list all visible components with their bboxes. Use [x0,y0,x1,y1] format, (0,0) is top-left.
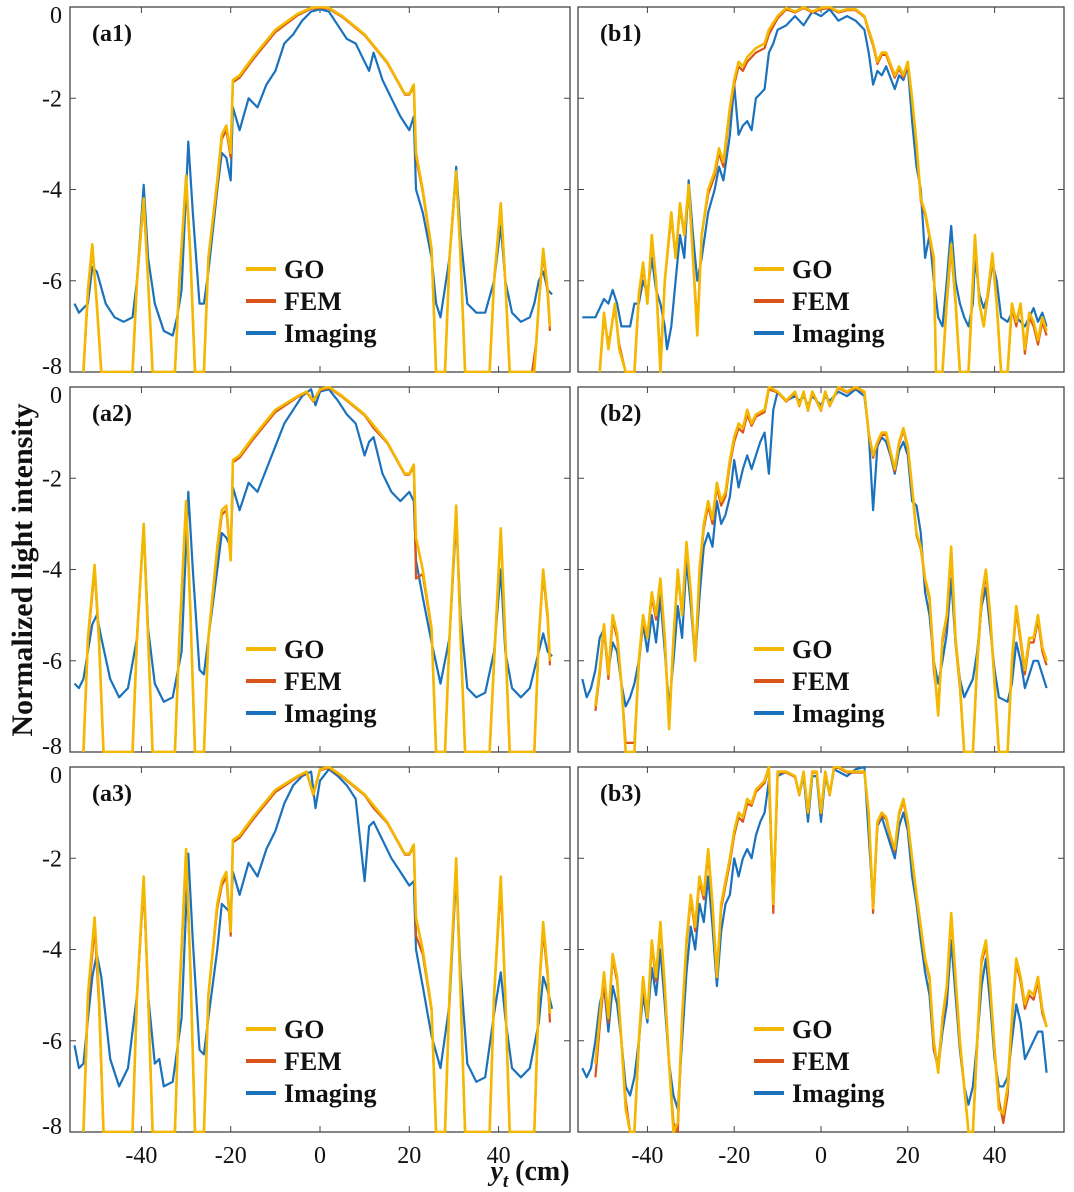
y-tick-label: -2 [42,846,62,872]
x-tick-label: 20 [896,1143,920,1169]
panel-a2: 0 -2 -4 -6 -8 (a2) GO FEM Imaging [42,383,571,760]
x-tick-label: 20 [397,1143,421,1169]
series-line-go [594,766,1048,1133]
y-tick-label: -2 [42,86,62,112]
legend-label-fem: FEM [284,667,342,696]
legend-label-imaging: Imaging [792,699,884,728]
x-tick-label: -40 [631,1143,663,1169]
legend-label-fem: FEM [792,667,850,696]
y-tick-label: -4 [42,938,62,964]
x-tick-label: 0 [314,1143,326,1169]
x-tick-label: -20 [215,1143,247,1169]
panel-label: (b3) [600,781,641,807]
panel-label: (a1) [92,21,132,47]
panel-label: (a2) [92,401,132,427]
y-tick-label: -8 [42,354,62,380]
y-tick-label: 0 [50,3,62,29]
panel-frame [69,766,571,1133]
series-line-go [598,6,1048,373]
legend-label-imaging: Imaging [284,319,376,348]
series-line-go [82,766,552,1133]
x-tick-label: 0 [815,1143,827,1169]
x-tick-label: 40 [983,1143,1007,1169]
legend-label-imaging: Imaging [792,319,884,348]
legend-label-fem: FEM [284,287,342,316]
y-tick-label: -6 [42,1029,62,1055]
x-tick-label: 40 [487,1143,511,1169]
legend-label-fem: FEM [792,1047,850,1076]
y-tick-label: -4 [42,178,62,204]
x-axis-label-subscript: t [503,1171,509,1192]
legend-label-go: GO [792,1015,832,1044]
panel-label: (a3) [92,781,132,807]
panel-b1: (b1) GO FEM Imaging [577,6,1065,373]
series-line-go [594,386,1048,753]
legend-label-go: GO [792,255,832,284]
legend-label-go: GO [792,635,832,664]
y-tick-label: 0 [50,383,62,409]
y-tick-label: -2 [42,466,62,492]
y-tick-label: -6 [42,649,62,675]
x-axis-label-unit: (cm) [508,1156,569,1187]
panel-label: (b1) [600,21,641,47]
legend-label-go: GO [284,255,324,284]
y-tick-label: 0 [50,763,62,789]
x-axis-label-variable: y [487,1156,503,1187]
panel-a3: -40 -20 0 20 40 0 -2 -4 -6 -8 (a3) GO FEM Imaging [42,763,571,1169]
legend-label-go: GO [284,635,324,664]
legend-label-imaging: Imaging [284,1079,376,1108]
x-axis-label: yt (cm) [487,1156,569,1192]
panel-label: (b2) [600,401,641,427]
panel-b2: (b2) GO FEM Imaging [577,386,1065,753]
series-line-imaging [73,388,553,703]
legend-label-imaging: Imaging [284,699,376,728]
y-tick-label: -6 [42,269,62,295]
panel-a1: 0 -2 -4 -6 -8 (a1) GO FEM Imaging [42,3,571,380]
legend-label-go: GO [284,1015,324,1044]
x-tick-label: -40 [125,1143,157,1169]
legend-label-fem: FEM [284,1047,342,1076]
y-tick-label: -8 [42,1114,62,1140]
legend-label-imaging: Imaging [792,1079,884,1108]
y-axis-label: Normalized light intensity [6,403,39,736]
series-line-go [82,386,552,753]
y-tick-label: -4 [42,558,62,584]
series-line-go [82,6,552,373]
panel-b3: -40 -20 0 20 40 (b3) GO FEM Imaging [577,766,1065,1169]
x-tick-label: -20 [718,1143,750,1169]
panel-frame [69,386,571,753]
legend-label-fem: FEM [792,287,850,316]
panel-frame [577,386,1065,753]
panel-frame [577,6,1065,373]
series-line-imaging [73,8,553,337]
panels-group: 0 -2 -4 -6 -8 (a1) GO FEM Imaging 0 -2 -4 -6 -8 (a2) GO… [42,3,1065,1169]
y-tick-label: -8 [42,734,62,760]
